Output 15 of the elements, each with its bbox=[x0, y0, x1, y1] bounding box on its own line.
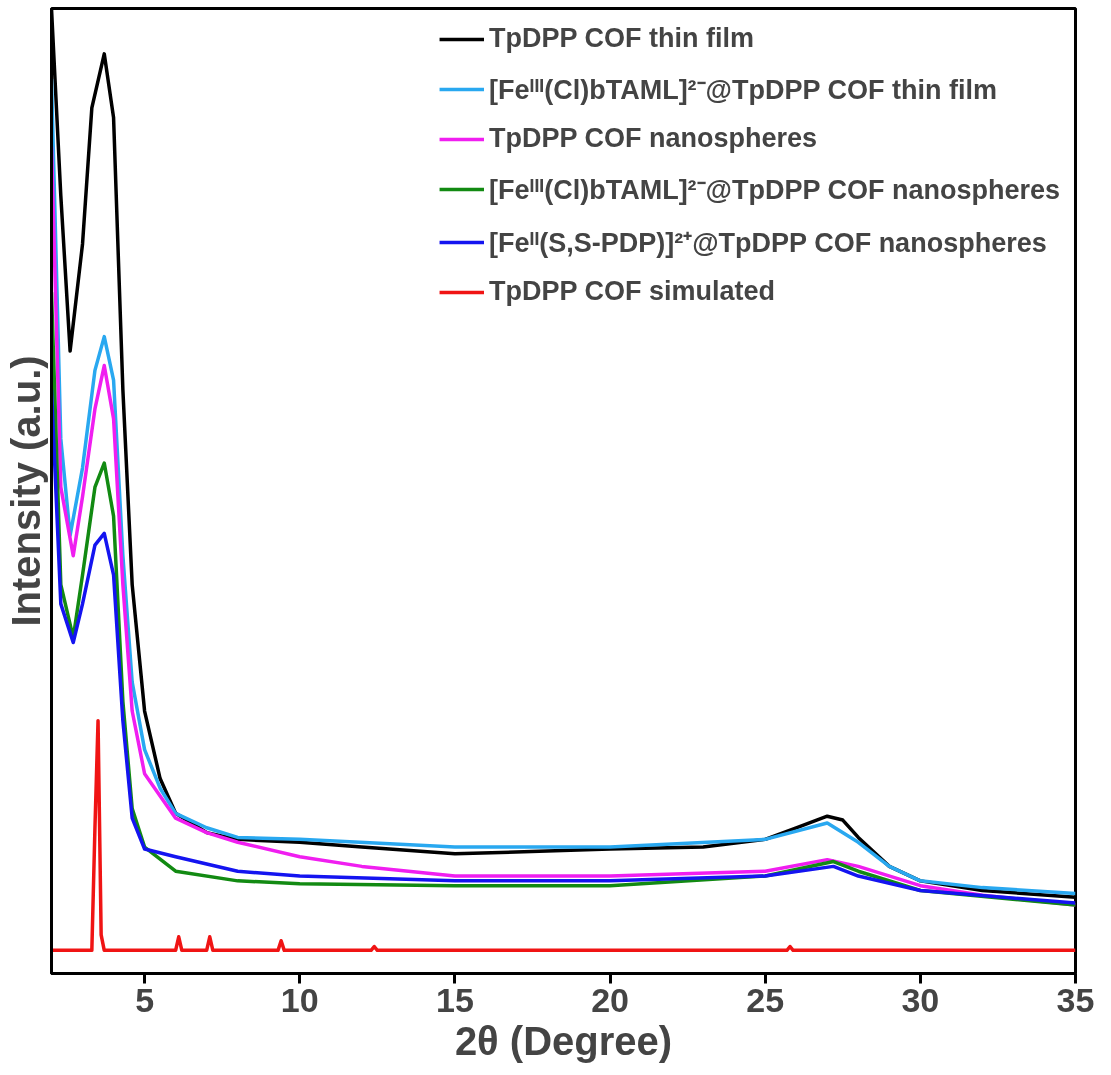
legend-label: [Feᴵᴵ(S,S-PDP)]²⁺@TpDPP COF nanospheres bbox=[489, 227, 1047, 260]
legend-label: TpDPP COF thin film bbox=[489, 23, 755, 54]
x-tick-label: 10 bbox=[280, 980, 319, 1019]
legend-label: TpDPP COF nanospheres bbox=[489, 123, 818, 154]
legend-label: [Feᴵᴵᴵ(Cl)bTAML]²⁻@TpDPP COF nanospheres bbox=[489, 174, 1060, 207]
y-axis-title: Intensity (a.u.) bbox=[3, 355, 48, 627]
x-tick-label: 30 bbox=[901, 980, 940, 1019]
legend-label: TpDPP COF simulated bbox=[489, 276, 776, 307]
x-tick-label: 15 bbox=[435, 980, 474, 1019]
x-tick-label: 5 bbox=[135, 980, 155, 1019]
x-tick-label: 35 bbox=[1056, 980, 1095, 1019]
x-axis-title: 2θ (Degree) bbox=[454, 1018, 673, 1063]
legend-label: [Feᴵᴵᴵ(Cl)bTAML]²⁻@TpDPP COF thin film bbox=[489, 74, 997, 107]
x-tick-label: 25 bbox=[746, 980, 785, 1019]
x-tick-label: 20 bbox=[591, 980, 629, 1019]
